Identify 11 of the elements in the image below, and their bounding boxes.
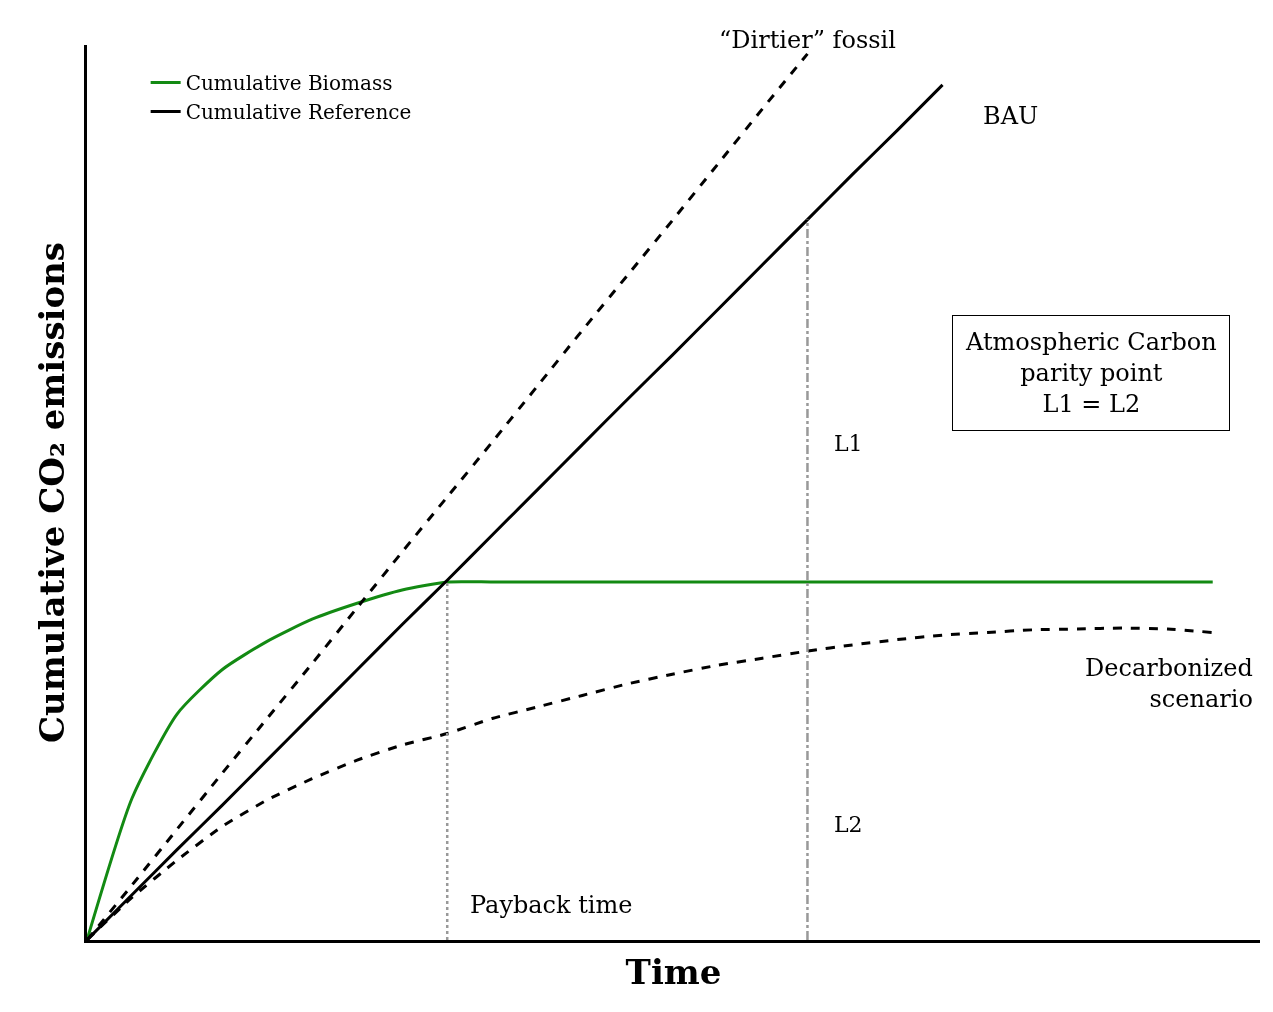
annotation: “Dirtier” fossil <box>719 26 896 54</box>
annotation: L2 <box>834 812 863 837</box>
annotation: L1 <box>834 431 863 456</box>
annotation: Atmospheric Carbon parity point L1 = L2 <box>965 328 1217 419</box>
y-axis-title: Cumulative CO₂ emissions <box>31 242 72 743</box>
annotation: Payback time <box>470 891 633 919</box>
legend-label: Cumulative Reference <box>185 100 412 125</box>
annotation: Decarbonized scenario <box>1085 654 1253 714</box>
x-axis-title: Time <box>625 952 722 993</box>
legend-label: Cumulative Biomass <box>185 71 393 96</box>
annotation: BAU <box>983 102 1039 130</box>
